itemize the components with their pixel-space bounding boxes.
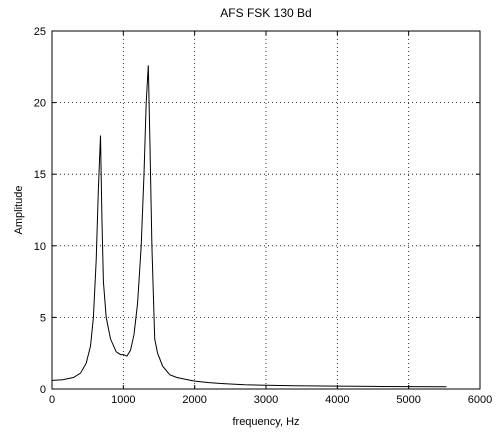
x-axis-label: frequency, Hz (232, 416, 299, 428)
x-tick-label: 4000 (325, 394, 349, 406)
x-tick-label: 5000 (396, 394, 420, 406)
series (51, 65, 447, 388)
chart-title: AFS FSK 130 Bd (220, 6, 311, 20)
x-tick-label: 3000 (254, 394, 278, 406)
x-tick-label: 2000 (182, 394, 206, 406)
x-tick-label: 0 (49, 394, 55, 406)
y-tick-label: 5 (40, 312, 46, 324)
y-axis-tick-labels: 0 5 10 15 20 25 (34, 26, 46, 396)
axis-ticks (51, 30, 481, 390)
y-tick-label: 10 (34, 241, 46, 253)
y-tick-label: 15 (34, 169, 46, 181)
x-axis-tick-labels: 0 1000 2000 3000 4000 5000 6000 (49, 394, 492, 406)
y-tick-label: 0 (40, 384, 46, 396)
y-tick-label: 25 (34, 26, 46, 38)
grid (52, 31, 480, 389)
y-axis-label: Amplitude (13, 186, 25, 235)
series-line (51, 65, 447, 388)
x-tick-label: 1000 (111, 394, 135, 406)
y-tick-label: 20 (34, 98, 46, 110)
x-tick-label: 6000 (468, 394, 492, 406)
